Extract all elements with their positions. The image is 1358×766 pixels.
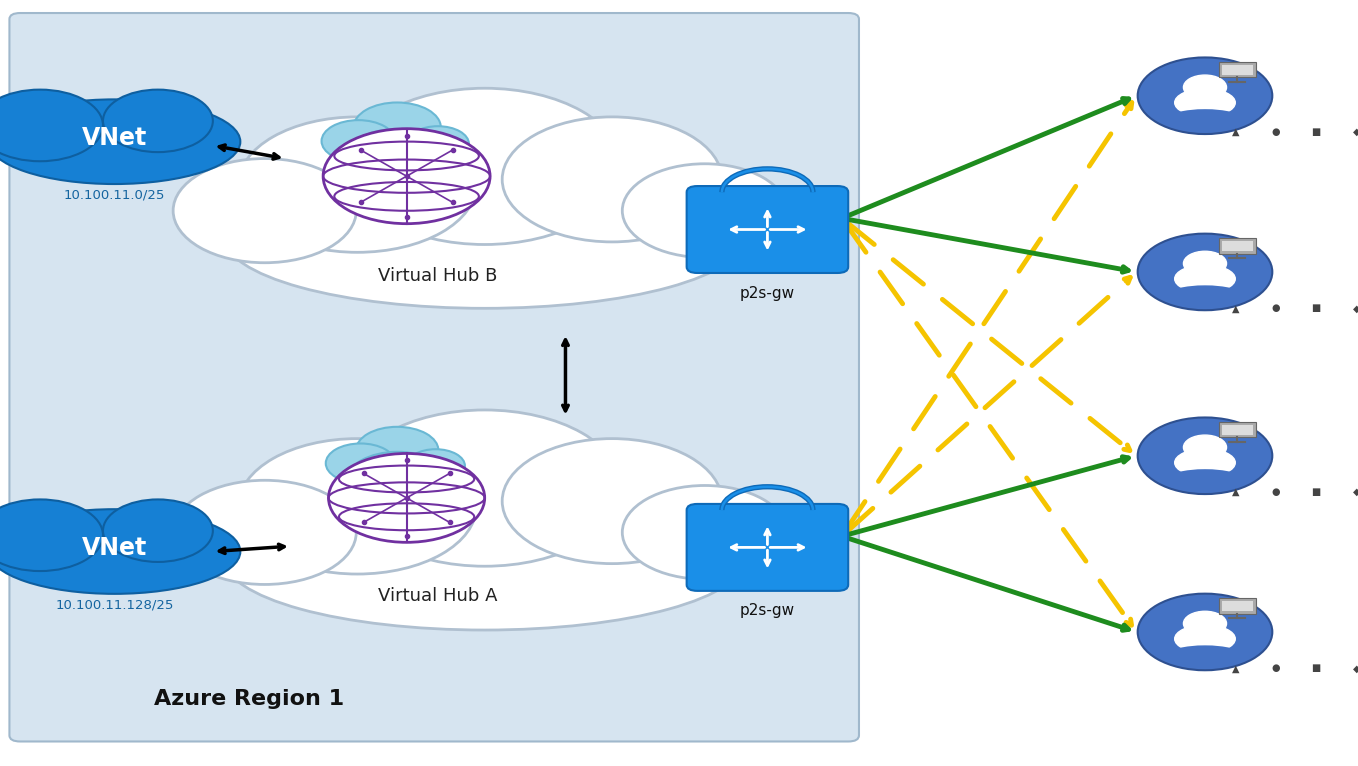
Ellipse shape: [224, 487, 746, 630]
Ellipse shape: [1168, 110, 1243, 129]
Circle shape: [353, 103, 441, 152]
Circle shape: [103, 90, 213, 152]
Circle shape: [622, 164, 788, 257]
Text: ▲: ▲: [1232, 127, 1238, 137]
Ellipse shape: [0, 509, 240, 594]
Text: p2s-gw: p2s-gw: [740, 286, 794, 300]
Circle shape: [238, 117, 477, 252]
Circle shape: [1138, 417, 1272, 494]
FancyBboxPatch shape: [1222, 65, 1253, 75]
Ellipse shape: [224, 165, 746, 309]
Ellipse shape: [1175, 265, 1236, 293]
Circle shape: [1183, 435, 1226, 460]
Circle shape: [1183, 251, 1226, 276]
Text: ●: ●: [1271, 487, 1281, 497]
Circle shape: [172, 480, 356, 584]
Circle shape: [238, 439, 477, 574]
FancyBboxPatch shape: [687, 504, 849, 591]
Text: ■: ■: [1312, 303, 1321, 313]
FancyBboxPatch shape: [1218, 62, 1256, 77]
FancyBboxPatch shape: [10, 13, 860, 741]
Text: Virtual Hub A: Virtual Hub A: [378, 587, 497, 605]
Text: 10.100.11.128/25: 10.100.11.128/25: [56, 598, 174, 611]
Text: ●: ●: [1271, 303, 1281, 313]
Circle shape: [356, 427, 439, 473]
Circle shape: [329, 453, 485, 542]
Text: ●: ●: [1271, 663, 1281, 673]
Circle shape: [0, 499, 103, 571]
FancyBboxPatch shape: [1222, 241, 1253, 251]
Ellipse shape: [1175, 89, 1236, 116]
Circle shape: [406, 449, 464, 483]
Text: Virtual Hub B: Virtual Hub B: [378, 267, 497, 285]
Text: 10.100.11.0/25: 10.100.11.0/25: [64, 188, 166, 201]
Text: ●: ●: [1271, 127, 1281, 137]
Circle shape: [323, 129, 490, 224]
Circle shape: [322, 120, 395, 162]
FancyBboxPatch shape: [1218, 598, 1256, 614]
Text: ■: ■: [1312, 127, 1321, 137]
Circle shape: [348, 410, 622, 566]
Text: VNet: VNet: [81, 126, 147, 150]
Text: ■: ■: [1312, 487, 1321, 497]
Circle shape: [172, 159, 356, 263]
Circle shape: [502, 439, 722, 564]
Circle shape: [0, 90, 103, 162]
Circle shape: [622, 486, 788, 579]
Text: ◆: ◆: [1353, 127, 1358, 137]
FancyBboxPatch shape: [1222, 601, 1253, 611]
FancyBboxPatch shape: [1218, 238, 1256, 254]
Ellipse shape: [0, 100, 240, 184]
Text: Azure Region 1: Azure Region 1: [153, 689, 344, 709]
Ellipse shape: [1175, 449, 1236, 476]
Circle shape: [1138, 234, 1272, 310]
Text: ■: ■: [1312, 663, 1321, 673]
Ellipse shape: [1168, 645, 1243, 665]
FancyBboxPatch shape: [1218, 422, 1256, 437]
Text: p2s-gw: p2s-gw: [740, 604, 794, 618]
Circle shape: [1183, 611, 1226, 636]
Ellipse shape: [1168, 286, 1243, 305]
Circle shape: [348, 88, 622, 244]
Ellipse shape: [1168, 469, 1243, 489]
Text: ◆: ◆: [1353, 487, 1358, 497]
Text: VNet: VNet: [81, 536, 147, 560]
Circle shape: [502, 117, 722, 242]
Text: ▲: ▲: [1232, 303, 1238, 313]
FancyBboxPatch shape: [687, 186, 849, 273]
Circle shape: [326, 444, 395, 483]
Text: ◆: ◆: [1353, 663, 1358, 673]
Ellipse shape: [1175, 625, 1236, 653]
Text: ◆: ◆: [1353, 303, 1358, 313]
Circle shape: [103, 499, 213, 562]
Text: ▲: ▲: [1232, 663, 1238, 673]
Circle shape: [346, 452, 448, 509]
Circle shape: [407, 126, 469, 162]
Circle shape: [1183, 75, 1226, 100]
Circle shape: [344, 129, 451, 190]
Text: ▲: ▲: [1232, 487, 1238, 497]
Circle shape: [1138, 57, 1272, 134]
Circle shape: [1138, 594, 1272, 670]
FancyBboxPatch shape: [1222, 425, 1253, 435]
